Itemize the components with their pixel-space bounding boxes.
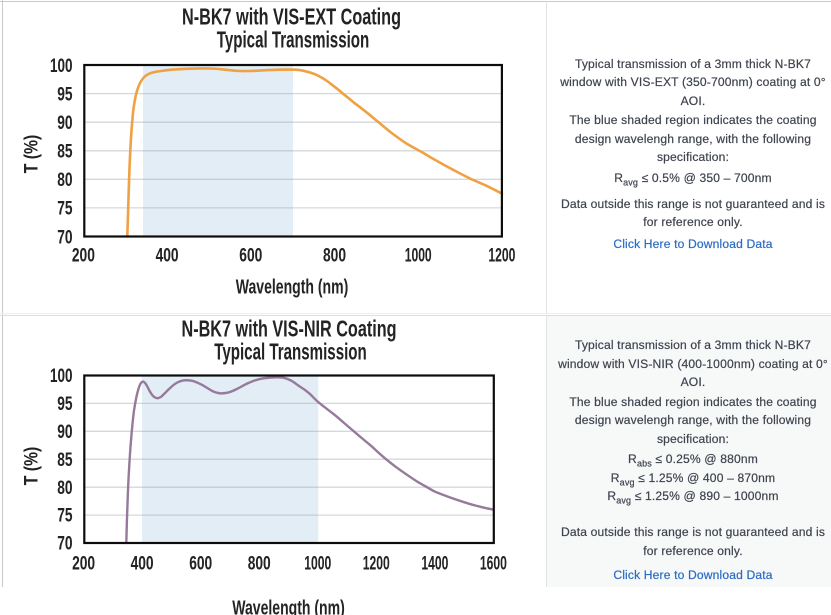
svg-text:200: 200 xyxy=(72,554,95,575)
svg-text:1200: 1200 xyxy=(488,246,515,267)
svg-text:90: 90 xyxy=(57,422,72,443)
svg-text:400: 400 xyxy=(131,554,154,575)
svg-text:75: 75 xyxy=(57,506,73,527)
svg-text:Wavelength (nm): Wavelength (nm) xyxy=(236,277,349,299)
svg-text:1200: 1200 xyxy=(363,554,390,575)
svg-text:85: 85 xyxy=(57,142,73,163)
svg-text:600: 600 xyxy=(239,246,262,267)
svg-text:200: 200 xyxy=(72,246,95,267)
svg-text:400: 400 xyxy=(156,246,179,267)
svg-text:Typical Transmission: Typical Transmission xyxy=(217,27,370,53)
svg-text:80: 80 xyxy=(57,478,72,499)
svg-text:100: 100 xyxy=(50,56,73,77)
svg-text:800: 800 xyxy=(323,246,346,267)
svg-text:100: 100 xyxy=(50,366,73,387)
svg-text:75: 75 xyxy=(57,199,73,220)
svg-text:Typical Transmission: Typical Transmission xyxy=(214,339,367,365)
svg-text:80: 80 xyxy=(57,170,72,191)
svg-text:95: 95 xyxy=(57,84,73,105)
svg-text:85: 85 xyxy=(57,450,73,471)
svg-text:90: 90 xyxy=(57,113,72,134)
svg-text:95: 95 xyxy=(57,394,73,415)
svg-text:70: 70 xyxy=(57,534,72,555)
svg-text:1000: 1000 xyxy=(304,554,331,575)
svg-text:800: 800 xyxy=(248,554,271,575)
svg-text:70: 70 xyxy=(57,227,72,248)
svg-text:1600: 1600 xyxy=(480,554,507,575)
svg-text:T (%): T (%) xyxy=(22,447,43,486)
svg-text:1400: 1400 xyxy=(421,554,448,575)
svg-text:600: 600 xyxy=(189,554,212,575)
svg-text:Wavelength (nm): Wavelength (nm) xyxy=(232,598,345,615)
svg-text:T (%): T (%) xyxy=(22,135,43,174)
svg-text:1000: 1000 xyxy=(405,246,432,267)
